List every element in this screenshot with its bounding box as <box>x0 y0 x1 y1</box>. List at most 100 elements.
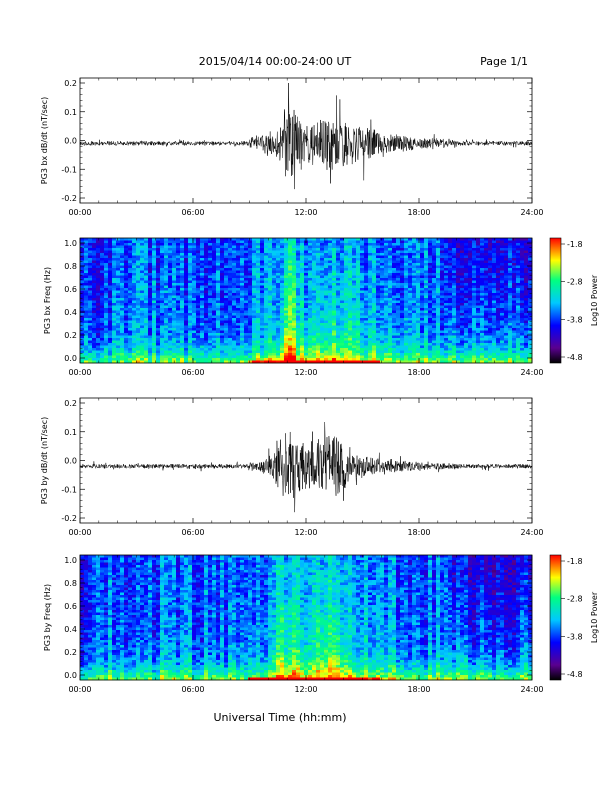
bx-spectrogram-cell <box>104 358 109 361</box>
bx-spectrogram-cell <box>240 250 245 254</box>
bx-spectrogram-cell <box>472 270 477 274</box>
bx-spectrogram-cell <box>344 285 349 289</box>
bx-spectrogram-cell <box>364 290 369 294</box>
bx-spectrogram-cell <box>344 320 349 324</box>
bx-spectrogram-cell <box>456 310 461 314</box>
bx-spectrogram-cell <box>236 273 241 276</box>
bx-spectrogram-cell <box>440 255 445 259</box>
bx-spectrogram-cell <box>96 358 101 361</box>
bx-spectrogram-cell <box>436 245 441 249</box>
bx-spectrogram-cell <box>260 238 265 241</box>
bx-spectrogram-cell <box>92 275 97 279</box>
bx-spectrogram-cell <box>280 268 285 271</box>
bx-spectrogram-cell <box>352 353 357 356</box>
bx-spectrogram-cell <box>284 275 289 279</box>
bx-spectrogram-cell <box>448 338 453 341</box>
bx-spectrogram-cell <box>124 265 129 269</box>
bx-spectrogram-cell <box>260 345 265 349</box>
bx-spectrogram-cell <box>352 325 357 329</box>
bx-spectrogram-cell <box>248 295 253 299</box>
bx-spectrogram-cell <box>80 260 85 264</box>
bx-spectrogram-cell <box>112 340 117 344</box>
bx-spectrogram-cell <box>348 273 353 276</box>
bx-spectrogram-cell <box>184 353 189 356</box>
bx-spectrogram-cell <box>296 240 301 244</box>
bx-spectrogram-cell <box>384 318 389 321</box>
bx-spectrogram-cell <box>428 280 433 284</box>
bx-spectrogram-cell <box>244 265 249 269</box>
bx-spectrogram-cell <box>328 288 333 291</box>
bx-spectrogram-cell <box>272 300 277 304</box>
bx-spectrogram-cell <box>84 248 89 251</box>
bx-spectrogram-cell <box>244 325 249 329</box>
bx-spectrogram-cell <box>160 253 165 256</box>
bx-spectrogram-cell <box>108 343 113 346</box>
bx-spectrogram-cell <box>356 318 361 321</box>
bx-spectrogram-cell <box>172 310 177 314</box>
bx-spectrogram-cell <box>176 260 181 264</box>
bx-spectrogram-cell <box>260 240 265 244</box>
bx-spectrogram-cell <box>276 335 281 339</box>
bx-spectrogram-cell <box>168 285 173 289</box>
bx-spectrogram-cell <box>448 348 453 351</box>
bx-spectrogram-cell <box>168 270 173 274</box>
bx-spectrogram-cell <box>352 285 357 289</box>
bx-spectrogram-cell <box>460 295 465 299</box>
bx-spectrogram-cell <box>148 293 153 296</box>
bx-spectrogram-cell <box>288 303 293 306</box>
bx-spectrogram-cell <box>428 333 433 336</box>
bx-spectrogram-cell <box>188 348 193 351</box>
bx-spectrogram-cell <box>120 255 125 259</box>
bx-spectrogram-cell <box>440 323 445 326</box>
bx-spectrogram-cell <box>132 268 137 271</box>
bx-spectrogram-cell <box>276 330 281 334</box>
bx-spectrogram-cell <box>216 350 221 354</box>
bx-spectrogram-cell <box>436 318 441 321</box>
bx-spectrogram-cell <box>228 288 233 291</box>
bx-spectrogram-cell <box>124 313 129 316</box>
bx-spectrogram-cell <box>160 310 165 314</box>
bx-spectrogram-cell <box>316 260 321 264</box>
bx-spectrogram-cell <box>228 295 233 299</box>
bx-spectrogram-cell <box>400 273 405 276</box>
bx-spectrogram-cell <box>448 245 453 249</box>
bx-spectrogram-cell <box>112 238 117 241</box>
bx-spectrogram-cell <box>192 323 197 326</box>
bx-spectrogram-cell <box>388 328 393 331</box>
bx-spectrogram-cell <box>120 270 125 274</box>
bx-spectrogram-cell <box>244 253 249 256</box>
bx-spectrogram-cell <box>424 303 429 306</box>
bx-spectrogram-cell <box>312 293 317 296</box>
bx-spectrogram-cell <box>132 308 137 311</box>
bx-spectrogram-cell <box>208 318 213 321</box>
bx-spectrogram-cell <box>472 355 477 359</box>
bx-spectrogram-cell <box>108 360 113 364</box>
bx-spectrogram-cell <box>228 278 233 281</box>
bx-spectrogram-cell <box>152 358 157 361</box>
bx-spectrogram-cell <box>156 293 161 296</box>
bx-spectrogram-cell <box>240 355 245 359</box>
bx-spectrogram-cell <box>332 305 337 309</box>
bx-spectrogram-cell <box>200 348 205 351</box>
bx-spectrogram-cell <box>104 318 109 321</box>
bx-spectrogram-cell <box>404 243 409 246</box>
bx-spectrogram-cell <box>152 295 157 299</box>
bx-spectrogram-cell <box>408 330 413 334</box>
bx-spectrogram-cell <box>388 338 393 341</box>
bx-spectrogram-cell <box>180 320 185 324</box>
bx-spectrogram-cell <box>144 318 149 321</box>
bx-spectrogram-cell <box>316 338 321 341</box>
bx-spectrogram-cell <box>356 313 361 316</box>
bx-spectrogram-cell <box>112 288 117 291</box>
bx-spectrogram-cell <box>96 318 101 321</box>
bx-spectrogram-cell <box>184 298 189 301</box>
bx-spectrogram-cell <box>192 243 197 246</box>
bx-spectrogram-cell <box>164 263 169 266</box>
bx-spectrogram-cell <box>260 360 265 364</box>
bx-spectrogram-cell <box>356 355 361 359</box>
bx-spectrogram-cell <box>296 253 301 256</box>
bx-spectrogram-cell <box>244 260 249 264</box>
bx-spectrogram-cell <box>400 308 405 311</box>
bx-spectrogram-cell <box>264 358 269 361</box>
bx-spectrogram-cell <box>256 270 261 274</box>
